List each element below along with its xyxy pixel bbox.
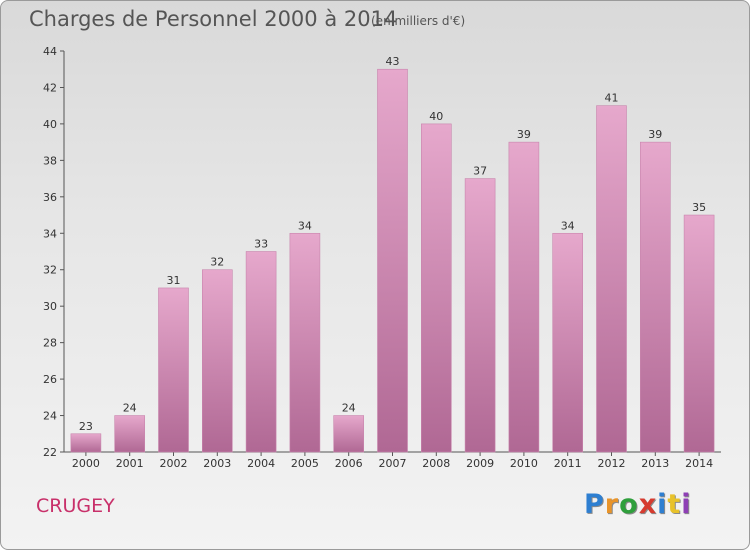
y-tick-label: 44 [43, 45, 57, 58]
bar-2005 [289, 232, 321, 453]
x-tick-label: 2005 [291, 457, 319, 470]
chart-subtitle: (en milliers d'€) [371, 14, 466, 28]
x-tick-label: 2007 [379, 457, 407, 470]
bars [70, 68, 715, 453]
axes: 22 24 26 28 30 32 34 36 38 40 42 44 2000 2001 2002 2003… [43, 45, 721, 470]
x-tick-label: 2002 [160, 457, 188, 470]
value-label-2004: 33 [254, 238, 268, 251]
value-label-2011: 34 [561, 219, 575, 232]
x-tick-label: 2004 [247, 457, 275, 470]
x-tick-label: 2001 [116, 457, 144, 470]
bar-2002 [158, 287, 189, 453]
value-label-2003: 32 [210, 256, 224, 269]
value-label-2000: 23 [79, 420, 93, 433]
bar-2013 [639, 141, 671, 453]
x-tick-label: 2008 [422, 457, 450, 470]
x-tick-label: 2011 [554, 457, 582, 470]
chart-title: Charges de Personnel 2000 à 2014 [29, 7, 398, 31]
y-tick-label: 34 [43, 227, 57, 240]
x-tick-label: 2013 [641, 457, 669, 470]
value-label-2002: 31 [167, 274, 181, 287]
y-tick-label: 36 [43, 191, 57, 204]
value-label-2013: 39 [648, 128, 662, 141]
x-tick-label: 2003 [203, 457, 231, 470]
value-label-2008: 40 [429, 110, 443, 123]
x-tick-label: 2010 [510, 457, 538, 470]
value-label-2007: 43 [386, 55, 400, 68]
bar-2004 [245, 251, 277, 453]
proxiti-logo: Proxiti [584, 489, 692, 520]
y-tick-label: 42 [43, 81, 57, 94]
bar-2010 [508, 141, 540, 453]
value-label-2001: 24 [123, 402, 137, 415]
bar-2001 [114, 415, 145, 453]
y-tick-label: 28 [43, 337, 57, 350]
y-tick-label: 26 [43, 373, 57, 386]
place-name: CRUGEY [36, 495, 115, 517]
y-tick-label: 22 [43, 446, 57, 459]
bar-2000 [70, 433, 102, 453]
bar-2008 [420, 123, 452, 453]
x-tick-label: 2000 [72, 457, 100, 470]
value-labels: 23 24 31 32 33 34 24 43 40 37 39 34 41 39 35 [79, 55, 706, 433]
bar-2014 [683, 214, 715, 453]
x-tick-label: 2009 [466, 457, 494, 470]
bar-2011 [552, 232, 584, 453]
y-tick-label: 32 [43, 264, 57, 277]
y-tick-label: 38 [43, 154, 57, 167]
x-tick-label: 2014 [685, 457, 713, 470]
y-tick-label: 40 [43, 118, 57, 131]
value-label-2010: 39 [517, 128, 531, 141]
value-label-2012: 41 [605, 92, 619, 105]
value-label-2005: 34 [298, 219, 312, 232]
value-label-2009: 37 [473, 165, 487, 178]
bar-2006 [333, 415, 365, 453]
bar-2007 [377, 68, 408, 453]
x-tick-label: 2006 [335, 457, 363, 470]
bar-2009 [464, 178, 496, 453]
bar-2003 [202, 269, 233, 453]
value-label-2014: 35 [692, 201, 706, 214]
bar-2012 [596, 105, 627, 453]
value-label-2006: 24 [342, 402, 356, 415]
y-tick-label: 30 [43, 300, 57, 313]
x-tick-label: 2012 [598, 457, 626, 470]
y-tick-label: 24 [43, 410, 57, 423]
